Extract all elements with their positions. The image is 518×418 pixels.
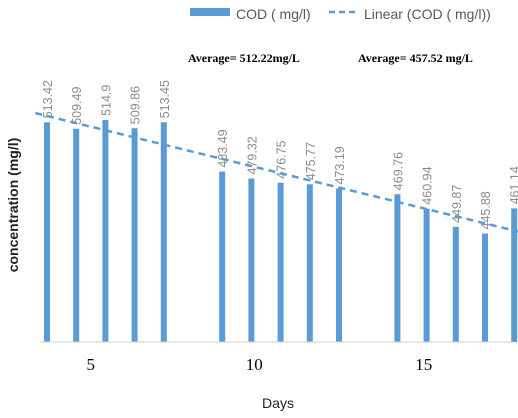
bar xyxy=(423,208,430,342)
bar xyxy=(73,128,80,342)
x-axis-title: Days xyxy=(262,395,294,411)
bar xyxy=(160,122,167,342)
bar-value-label: 483.49 xyxy=(216,129,230,167)
bar-value-label: 469.76 xyxy=(391,152,405,190)
legend: COD ( mg/l) Linear (COD ( mg/l)) xyxy=(190,6,491,22)
average-annotation-2: Average= 457.52 mg/L xyxy=(358,51,473,65)
bar xyxy=(277,182,284,342)
bar xyxy=(219,171,226,342)
bar-value-label: 513.45 xyxy=(158,80,172,118)
x-tick-label: 10 xyxy=(246,355,263,374)
bar-value-label: 449.87 xyxy=(450,185,464,223)
legend-bar-swatch xyxy=(190,8,230,16)
bar xyxy=(511,208,518,342)
bar xyxy=(394,194,401,342)
average-annotation-1: Average= 512.22mg/L xyxy=(188,51,300,65)
bar-value-label: 514.9 xyxy=(99,85,113,116)
y-axis-title: concentration (mg/l) xyxy=(5,138,21,273)
bar xyxy=(482,233,488,342)
bars xyxy=(44,119,518,343)
bar xyxy=(336,188,342,342)
bar-value-label: 461.14 xyxy=(508,166,518,204)
bar-value-label: 509.49 xyxy=(70,87,84,125)
bar xyxy=(452,226,459,342)
bar-value-label: 475.77 xyxy=(304,142,318,180)
bar xyxy=(248,178,255,342)
x-tick-label: 15 xyxy=(415,355,432,374)
legend-trend-label: Linear (COD ( mg/l)) xyxy=(364,6,491,22)
bar-value-label: 445.88 xyxy=(479,191,493,229)
x-tick-label: 5 xyxy=(87,355,96,374)
bar xyxy=(44,122,50,342)
bar xyxy=(102,119,109,343)
bar-value-label: 460.94 xyxy=(421,166,435,204)
bar-value-label: 513.42 xyxy=(41,80,55,118)
legend-bar-label: COD ( mg/l) xyxy=(236,6,311,22)
bar-value-label: 509.86 xyxy=(129,86,143,124)
bar-value-label: 473.19 xyxy=(333,146,347,184)
bar xyxy=(131,128,138,342)
bar-value-label: 476.75 xyxy=(275,140,289,178)
bar xyxy=(306,184,313,342)
x-tick-labels: 5 10 15 xyxy=(87,355,433,374)
